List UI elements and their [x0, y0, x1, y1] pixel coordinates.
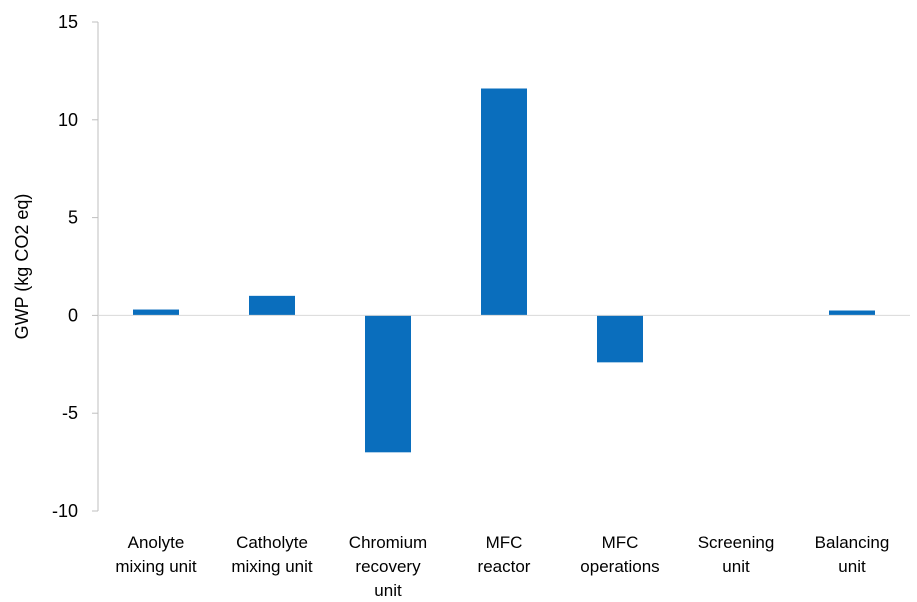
x-category-label-line: Anolyte	[128, 533, 185, 552]
y-tick-label: -5	[62, 403, 78, 423]
bars-layer	[133, 88, 875, 453]
bar	[249, 295, 295, 316]
x-category-label-line: unit	[374, 581, 402, 600]
bar	[365, 315, 411, 453]
x-category-label-line: operations	[580, 557, 659, 576]
bar	[597, 315, 643, 363]
x-category-label: MFC reactor	[478, 533, 531, 576]
x-category-label: Catholyte mixing unit	[231, 533, 313, 576]
x-category-label-line: mixing unit	[231, 557, 313, 576]
x-category-label: Chromium recovery unit	[349, 533, 427, 600]
category-labels-layer: Anolyte mixing unit Catholyte mixing unit Ch…	[115, 533, 889, 600]
y-tick-label: -10	[52, 501, 78, 521]
x-category-label: MFC operations	[580, 533, 659, 576]
x-category-label-line: unit	[722, 557, 750, 576]
x-category-label: Anolyte mixing unit	[115, 533, 197, 576]
bar	[133, 309, 179, 316]
x-category-label-line: Balancing	[815, 533, 890, 552]
x-category-label: Balancing unit	[815, 533, 890, 576]
y-ticks-layer: -10 -5 0 5 10 15	[52, 12, 98, 521]
y-axis-label: GWP (kg CO2 eq)	[12, 194, 32, 340]
bar	[829, 310, 875, 316]
y-tick-label: 10	[58, 110, 78, 130]
x-category-label-line: reactor	[478, 557, 531, 576]
bar	[481, 88, 527, 316]
x-category-label-line: MFC	[602, 533, 639, 552]
y-tick-label: 5	[68, 208, 78, 228]
x-category-label-line: MFC	[486, 533, 523, 552]
x-category-label: Screening unit	[698, 533, 775, 576]
x-category-label-line: Chromium	[349, 533, 427, 552]
x-category-label-line: recovery	[355, 557, 421, 576]
x-category-label-line: unit	[838, 557, 866, 576]
x-category-label-line: Screening	[698, 533, 775, 552]
y-tick-label: 0	[68, 305, 78, 325]
axis-layer	[97, 22, 910, 511]
y-tick-label: 15	[58, 12, 78, 32]
x-category-label-line: Catholyte	[236, 533, 308, 552]
x-category-label-line: mixing unit	[115, 557, 197, 576]
